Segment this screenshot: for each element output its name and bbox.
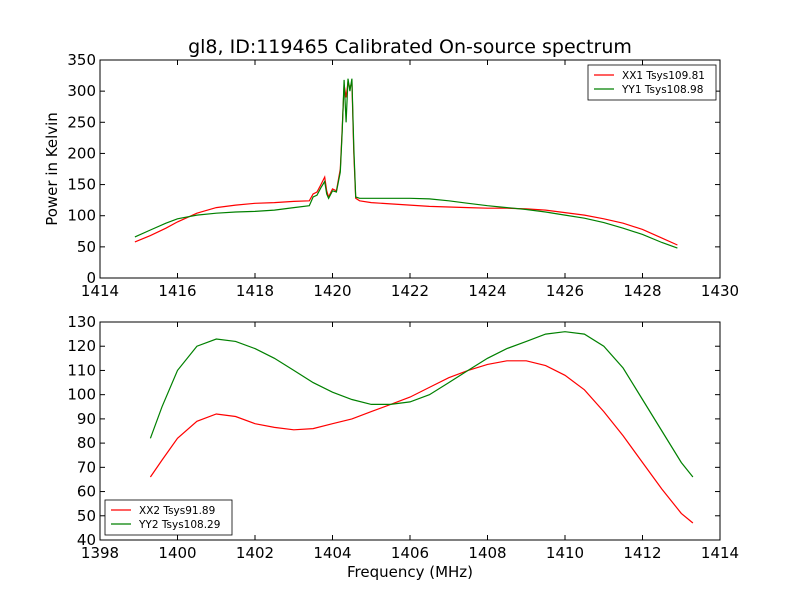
y-tick-label: 120 bbox=[67, 337, 96, 355]
series-line-xx2 bbox=[149, 360, 694, 524]
y-tick-label: 40 bbox=[77, 531, 96, 549]
x-tick-label: 1406 bbox=[391, 544, 429, 562]
legend-box bbox=[104, 499, 233, 536]
x-tick-label: 1418 bbox=[236, 282, 274, 300]
y-tick-label: 100 bbox=[67, 207, 96, 225]
y-tick-label: 60 bbox=[77, 483, 96, 501]
x-tick-label: 1408 bbox=[468, 544, 506, 562]
y-tick-label: 90 bbox=[77, 410, 96, 428]
series-line-yy2 bbox=[149, 331, 694, 478]
y-tick-label: 130 bbox=[67, 313, 96, 331]
chart-panel-2: 1398 1400 1402 1404 1406 1408 1410 1412 1414 40 50… bbox=[67, 313, 739, 562]
y-axis-label: Power in Kelvin bbox=[43, 112, 61, 226]
x-tick-label: 1424 bbox=[468, 282, 506, 300]
legend-box bbox=[587, 64, 717, 101]
legend-label: XX2 Tsys91.89 bbox=[139, 505, 215, 517]
legend-label: YY2 Tsys108.29 bbox=[138, 519, 220, 531]
y-tick-label: 50 bbox=[77, 507, 96, 525]
x-tick-label: 1414 bbox=[701, 544, 739, 562]
series-line-yy1 bbox=[134, 78, 678, 249]
legend-label: XX1 Tsys109.81 bbox=[622, 70, 705, 82]
y-tick-label: 250 bbox=[67, 113, 96, 131]
x-tick-label: 1422 bbox=[391, 282, 429, 300]
x-tick-label: 1404 bbox=[313, 544, 351, 562]
chart-title: gl8, ID:119465 Calibrated On-source spec… bbox=[188, 36, 632, 58]
legend-label: YY1 Tsys108.98 bbox=[621, 84, 703, 96]
x-tick-label: 1428 bbox=[623, 282, 661, 300]
legend: XX2 Tsys91.89 YY2 Tsys108.29 bbox=[104, 499, 233, 536]
y-tick-label: 80 bbox=[77, 434, 96, 452]
x-tick-label: 1414 bbox=[81, 282, 119, 300]
x-tick-label: 1402 bbox=[236, 544, 274, 562]
chart-panel-1: 1414 1416 1418 1420 1422 1424 1426 1428 1430 0 50 1… bbox=[67, 51, 739, 300]
x-tick-label: 1400 bbox=[158, 544, 196, 562]
x-tick-label: 1426 bbox=[546, 282, 584, 300]
x-tick-label: 1416 bbox=[158, 282, 196, 300]
x-tick-label: 1412 bbox=[623, 544, 661, 562]
y-tick-label: 150 bbox=[67, 176, 96, 194]
y-tick-label: 300 bbox=[67, 82, 96, 100]
y-tick-label: 350 bbox=[67, 51, 96, 69]
legend: XX1 Tsys109.81 YY1 Tsys108.98 bbox=[587, 64, 717, 101]
y-tick-label: 200 bbox=[67, 144, 96, 162]
x-tick-label: 1398 bbox=[81, 544, 119, 562]
x-tick-label: 1410 bbox=[546, 544, 584, 562]
x-tick-label: 1430 bbox=[701, 282, 739, 300]
y-tick-label: 110 bbox=[67, 361, 96, 379]
y-tick-label: 70 bbox=[77, 458, 96, 476]
y-tick-label: 0 bbox=[86, 269, 96, 287]
y-tick-label: 50 bbox=[77, 238, 96, 256]
y-tick-label: 100 bbox=[67, 386, 96, 404]
x-axis-label: Frequency (MHz) bbox=[347, 563, 473, 581]
x-tick-label: 1420 bbox=[313, 282, 351, 300]
